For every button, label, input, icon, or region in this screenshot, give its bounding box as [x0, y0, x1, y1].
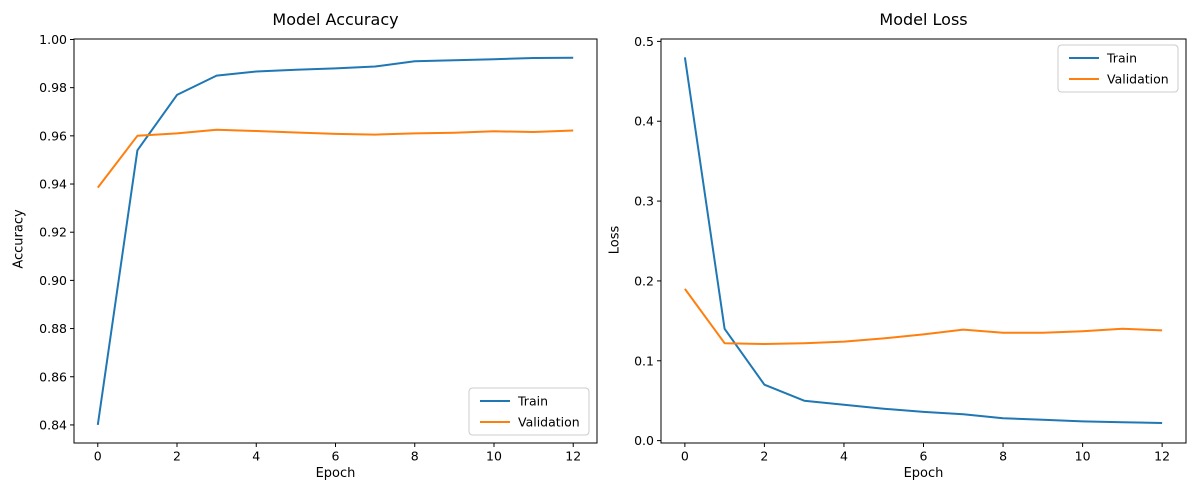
- series-line-validation: [97, 128, 574, 189]
- x-tick-label: 10: [1075, 449, 1091, 464]
- x-tick-label: 0: [94, 449, 102, 464]
- y-tick-label: 0.88: [39, 321, 67, 336]
- series-line-train: [683, 57, 1163, 424]
- accuracy-chart-title: Model Accuracy: [272, 10, 399, 29]
- y-tick-label: 0.0: [634, 433, 654, 448]
- legend-label-train: Train: [1106, 50, 1137, 65]
- legend-box: [468, 387, 590, 436]
- y-tick-label: 0.4: [634, 114, 654, 129]
- y-tick-label: 0.90: [39, 273, 67, 288]
- y-tick-label: 1.00: [39, 32, 67, 47]
- accuracy-xaxis-label: Epoch: [315, 466, 356, 481]
- x-tick-label: 0: [681, 449, 689, 464]
- y-tick-label: 0.1: [634, 353, 654, 368]
- x-tick-label: 12: [1154, 449, 1170, 464]
- loss-xaxis-label: Epoch: [903, 466, 944, 481]
- legend-label-validation: Validation: [1107, 71, 1169, 86]
- y-tick-label: 0.94: [39, 177, 67, 192]
- y-tick-label: 0.5: [634, 34, 654, 49]
- x-tick-label: 2: [760, 449, 768, 464]
- plot-border: [73, 38, 598, 444]
- plot-border: [660, 38, 1187, 444]
- accuracy-yaxis-label: Accuracy: [11, 209, 27, 269]
- y-tick-label: 0.86: [39, 369, 67, 384]
- x-tick-label: 4: [840, 449, 848, 464]
- legend-label-train: Train: [517, 393, 548, 408]
- x-tick-label: 4: [252, 449, 260, 464]
- loss-chart-title: Model Loss: [879, 10, 968, 29]
- y-tick-label: 0.98: [39, 80, 67, 95]
- y-tick-label: 0.2: [634, 273, 654, 288]
- y-tick-label: 0.84: [39, 417, 67, 432]
- y-tick-label: 0.96: [39, 128, 67, 143]
- x-tick-label: 8: [411, 449, 419, 464]
- legend-box: [1057, 44, 1179, 93]
- legend-label-validation: Validation: [518, 414, 580, 429]
- series-line-train: [96, 56, 574, 426]
- x-tick-label: 10: [486, 449, 502, 464]
- x-tick-label: 8: [999, 449, 1007, 464]
- y-tick-label: 0.3: [634, 194, 654, 209]
- loss-yaxis-label: Loss: [607, 225, 623, 255]
- x-tick-label: 6: [332, 449, 340, 464]
- series-line-validation: [684, 288, 1163, 345]
- y-tick-label: 0.92: [39, 225, 67, 240]
- x-tick-label: 12: [565, 449, 581, 464]
- x-tick-label: 2: [173, 449, 181, 464]
- x-tick-label: 6: [920, 449, 928, 464]
